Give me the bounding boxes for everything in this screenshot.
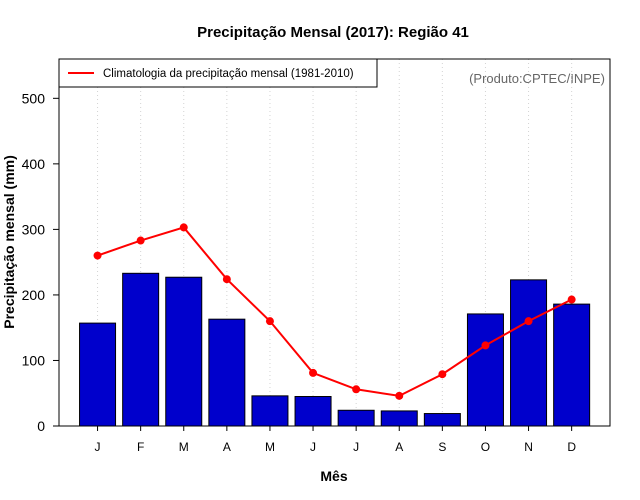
climatology-point (93, 251, 102, 260)
bar (208, 318, 246, 427)
x-tick-label: A (395, 440, 403, 454)
y-tick-label: 0 (37, 418, 45, 434)
bar (423, 413, 461, 427)
bar (122, 272, 160, 427)
bars (79, 272, 591, 427)
y-axis: 0 100 200 300 400 500 (22, 90, 59, 434)
x-tick-label: M (179, 440, 189, 454)
climatology-point (567, 295, 576, 304)
legend-box (58, 58, 378, 88)
bar (337, 409, 375, 427)
bar (510, 279, 548, 427)
x-tick-label: M (265, 440, 275, 454)
climatology-point (352, 385, 361, 394)
climatology-point (524, 317, 533, 326)
legend: Climatologia da precipitação mensal (198… (58, 58, 378, 88)
x-tick-label: J (353, 440, 359, 454)
bar (79, 322, 117, 427)
x-tick-label: A (223, 440, 231, 454)
y-tick-label: 400 (22, 156, 46, 172)
x-tick-label: S (438, 440, 446, 454)
bar (251, 395, 289, 427)
bar (466, 313, 504, 427)
climatology-point (222, 275, 231, 284)
x-tick-label: J (310, 440, 316, 454)
legend-label: Climatologia da precipitação mensal (198… (103, 68, 354, 80)
climatology-point (438, 370, 447, 379)
bar (294, 396, 332, 427)
x-tick-label: D (567, 440, 576, 454)
y-tick-label: 100 (22, 352, 46, 368)
climatology-point (395, 391, 404, 400)
climatology-point (265, 317, 274, 326)
y-tick-label: 200 (22, 287, 46, 303)
x-tick-label: O (481, 440, 490, 454)
bar (553, 303, 591, 427)
product-credit: (Produto:CPTEC/INPE) (469, 71, 605, 86)
bar (165, 276, 203, 427)
chart-title: Precipitação Mensal (2017): Região 41 (197, 24, 469, 41)
climatology-point (481, 341, 490, 350)
x-tick-label: F (137, 440, 144, 454)
climatology-point (309, 368, 318, 377)
climatology-line-group (93, 223, 576, 400)
x-tick-label: J (95, 440, 101, 454)
climatology-point (179, 223, 188, 232)
x-axis-label: Mês (320, 468, 347, 484)
climatology-line (97, 226, 573, 397)
y-axis-label: Precipitação mensal (mm) (1, 155, 17, 329)
y-tick-label: 500 (22, 90, 46, 106)
bar (380, 410, 418, 427)
climatology-point (136, 236, 145, 245)
y-tick-label: 300 (22, 221, 46, 237)
x-tick-label: N (524, 440, 533, 454)
